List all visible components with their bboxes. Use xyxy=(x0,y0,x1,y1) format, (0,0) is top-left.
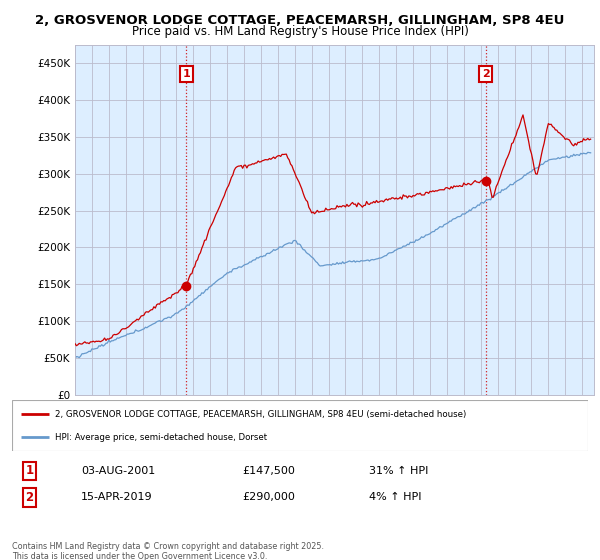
Text: 03-AUG-2001: 03-AUG-2001 xyxy=(81,466,155,476)
Text: 1: 1 xyxy=(25,464,34,478)
Text: 2: 2 xyxy=(25,491,34,504)
Text: HPI: Average price, semi-detached house, Dorset: HPI: Average price, semi-detached house,… xyxy=(55,433,268,442)
Text: 1: 1 xyxy=(182,69,190,80)
FancyBboxPatch shape xyxy=(12,400,588,451)
Text: 2, GROSVENOR LODGE COTTAGE, PEACEMARSH, GILLINGHAM, SP8 4EU (semi-detached house: 2, GROSVENOR LODGE COTTAGE, PEACEMARSH, … xyxy=(55,409,466,418)
Text: Contains HM Land Registry data © Crown copyright and database right 2025.
This d: Contains HM Land Registry data © Crown c… xyxy=(12,542,324,560)
Text: 31% ↑ HPI: 31% ↑ HPI xyxy=(369,466,428,476)
Text: £290,000: £290,000 xyxy=(242,492,295,502)
Text: 15-APR-2019: 15-APR-2019 xyxy=(81,492,153,502)
Text: 4% ↑ HPI: 4% ↑ HPI xyxy=(369,492,422,502)
Text: Price paid vs. HM Land Registry's House Price Index (HPI): Price paid vs. HM Land Registry's House … xyxy=(131,25,469,38)
Text: £147,500: £147,500 xyxy=(242,466,295,476)
Text: 2, GROSVENOR LODGE COTTAGE, PEACEMARSH, GILLINGHAM, SP8 4EU: 2, GROSVENOR LODGE COTTAGE, PEACEMARSH, … xyxy=(35,14,565,27)
Text: 2: 2 xyxy=(482,69,490,80)
